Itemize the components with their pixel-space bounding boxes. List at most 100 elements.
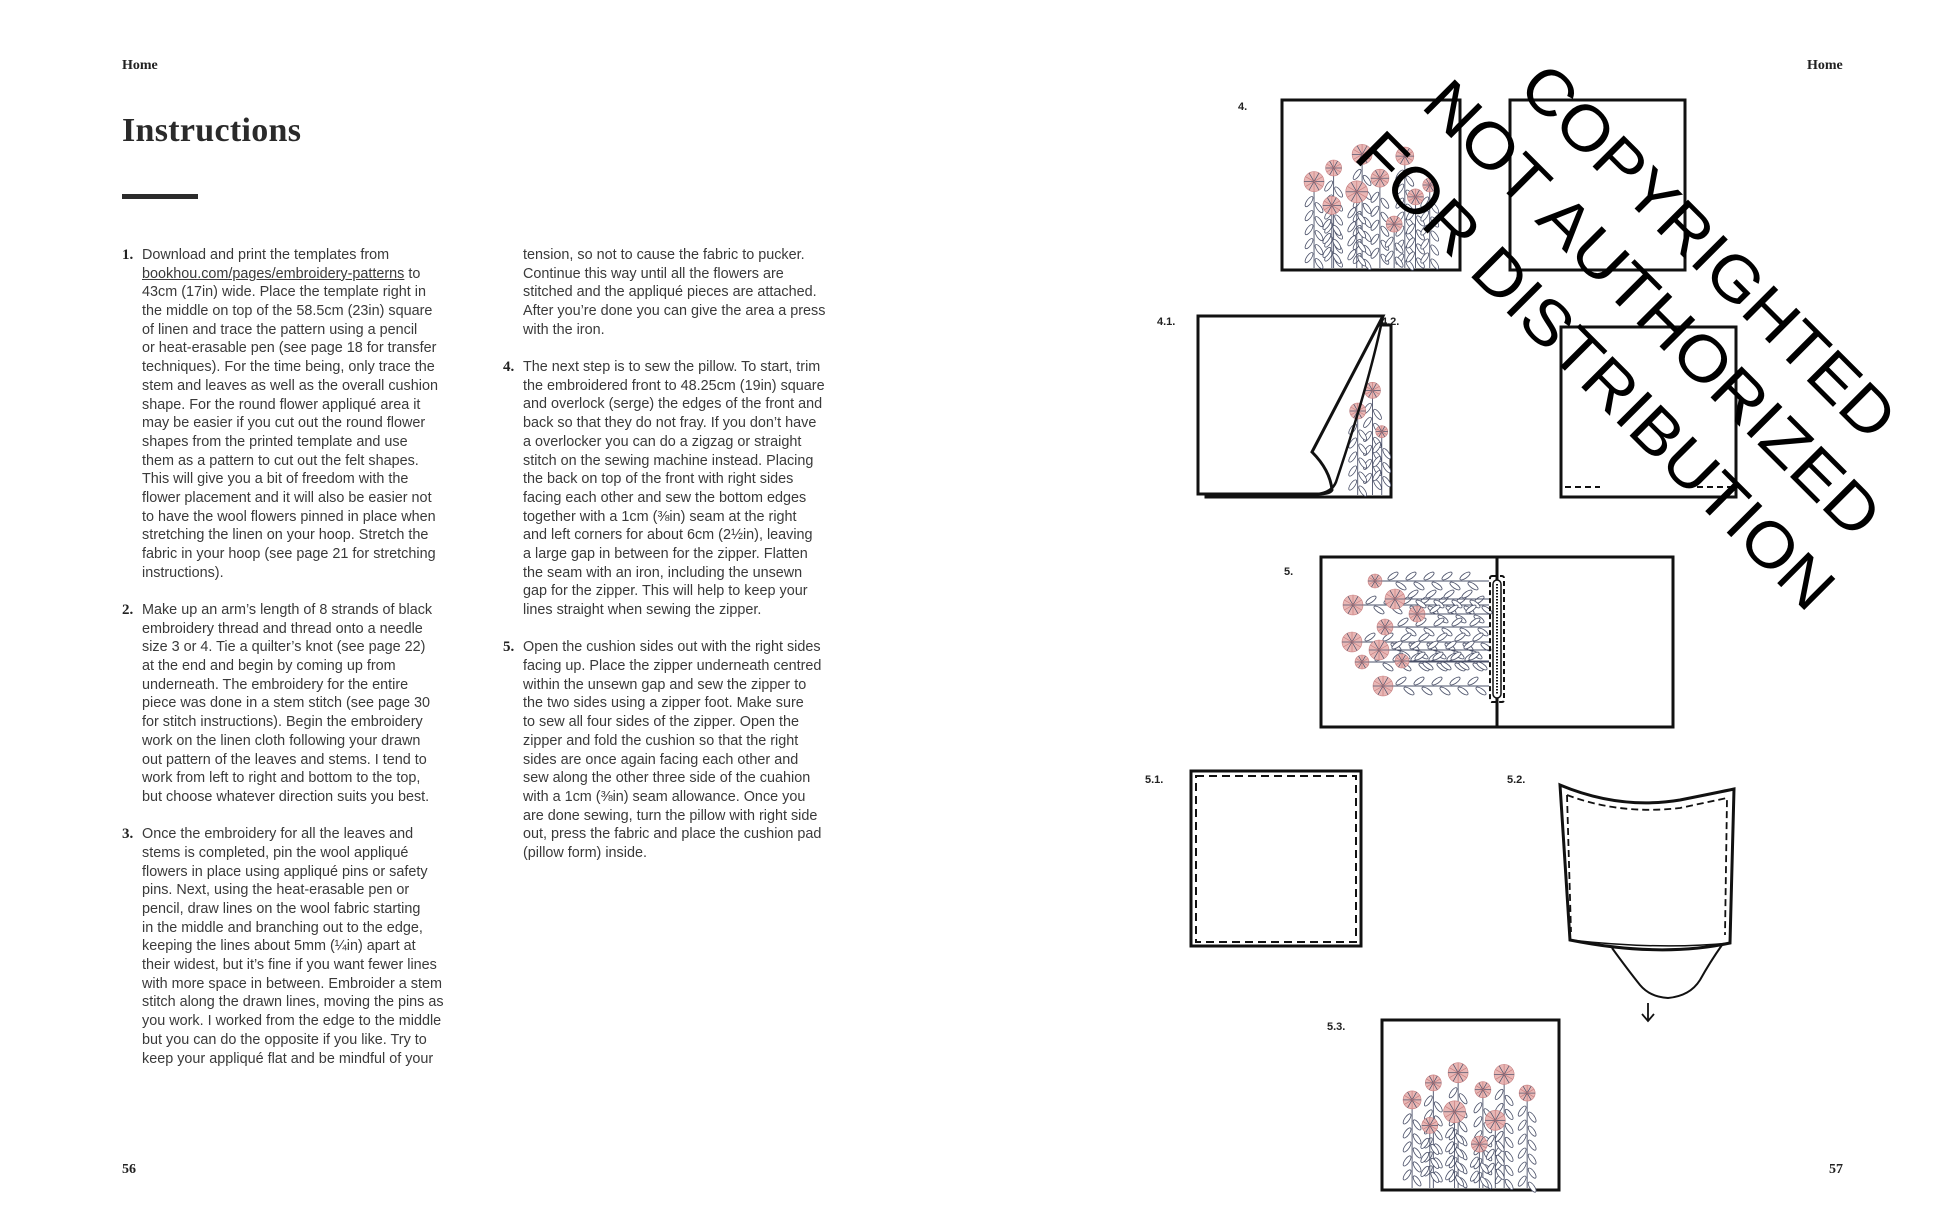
leaf: [1314, 258, 1324, 270]
running-head-right: Home: [1807, 58, 1843, 73]
step-text-line: out pattern of the leaves and stems. I t…: [142, 751, 427, 768]
arrow-down-icon: [1641, 1003, 1655, 1023]
leaf: [1430, 1157, 1440, 1169]
step-number: 4.: [503, 359, 515, 376]
flower-applique: [1376, 618, 1394, 636]
leaf: [1434, 1101, 1443, 1113]
step-text-line: a large gap in between for the zipper. F…: [523, 545, 808, 562]
leaf: [1412, 1161, 1422, 1173]
leaf: [1334, 186, 1343, 198]
leaf: [1391, 640, 1403, 650]
step-text-line: This will give you a bit of freedom with…: [142, 471, 409, 488]
figure-label-4-1: 4.1.: [1157, 316, 1175, 328]
leaf: [1439, 686, 1451, 696]
leaf: [1430, 202, 1440, 214]
leaf: [1420, 1165, 1430, 1177]
leaf: [1495, 1168, 1505, 1180]
leaf: [1332, 252, 1342, 264]
leaf: [1380, 197, 1390, 209]
leaf: [1430, 230, 1440, 242]
page-number-left: 56: [122, 1162, 136, 1177]
step-text-line: embroidery thread and thread onto a need…: [142, 620, 423, 637]
leaf: [1433, 617, 1445, 627]
leaf: [1412, 1119, 1422, 1131]
leaf: [1443, 589, 1455, 599]
leaf: [1365, 595, 1377, 605]
step-text-line: facing up. Place the zipper underneath c…: [523, 658, 822, 675]
figure-label-4: 4.: [1238, 101, 1247, 113]
step-text-line: lines straight when sewing the zipper.: [523, 602, 762, 619]
leaf: [1449, 581, 1461, 591]
leaf: [1517, 1175, 1527, 1187]
templates-link[interactable]: bookhou.com/pages/embroidery-patterns: [142, 265, 405, 282]
leaf: [1504, 1122, 1514, 1134]
leaf: [1322, 246, 1332, 258]
leaf: [1314, 216, 1324, 228]
leaf: [1461, 589, 1473, 599]
step-text-line: sew along the other three side of the cu…: [523, 770, 811, 787]
step-text-line: instructions).: [142, 564, 224, 581]
leaf: [1406, 237, 1415, 249]
leaf: [1304, 210, 1314, 222]
flower-applique: [1471, 1135, 1488, 1153]
leaf: [1348, 479, 1358, 491]
leaf: [1480, 1176, 1489, 1188]
leaf: [1406, 251, 1415, 263]
leaf: [1467, 581, 1479, 591]
leaf: [1324, 180, 1333, 192]
flower-applique: [1447, 1062, 1469, 1083]
leaf: [1372, 442, 1382, 454]
leaf: [1455, 1175, 1464, 1187]
step-text-line: underneath. The embroidery for the entir…: [142, 676, 409, 693]
leaf: [1425, 589, 1437, 599]
step-text-line: their widest, but it’s fine if you want …: [142, 957, 437, 974]
step-text-line: you work. I worked from the edge to the …: [142, 1013, 442, 1030]
leaf: [1370, 219, 1380, 231]
leaf: [1364, 632, 1376, 642]
leaf: [1472, 632, 1484, 642]
leaf: [1409, 640, 1421, 650]
figure-4-1-fold-edge: [1317, 315, 1385, 496]
flower-applique: [1370, 168, 1390, 188]
leaf: [1394, 242, 1404, 254]
figure-4-embroidered-front: [1280, 98, 1462, 272]
leaf: [1362, 202, 1372, 214]
flower-applique: [1395, 146, 1415, 166]
flower-applique: [1372, 675, 1394, 697]
step-text-fragment: to: [404, 265, 421, 282]
flower-applique: [1421, 1117, 1439, 1134]
leaf: [1527, 1181, 1537, 1193]
figure-4-back-piece: [1508, 98, 1687, 272]
step-text-line: but you can do the opposite if you like.…: [142, 1031, 427, 1048]
flower-applique: [1384, 588, 1406, 610]
leaf: [1475, 686, 1487, 696]
step-text-line: zipper and fold the cushion so that the …: [523, 732, 799, 749]
step-text-line: facing each other and sew the bottom edg…: [523, 489, 807, 506]
title-rule: [122, 194, 198, 199]
figure-label-5-1: 5.1.: [1145, 774, 1163, 786]
leaf: [1402, 1127, 1412, 1139]
flower-applique: [1341, 631, 1363, 653]
leaf: [1517, 1161, 1527, 1173]
leaf: [1402, 1169, 1412, 1181]
leaf: [1362, 174, 1372, 186]
instruction-step: 3. Once the embroidery for all the leaves…: [122, 825, 482, 1068]
step-text-line: for stitch instructions). Begin the embr…: [142, 714, 423, 731]
leaf: [1382, 448, 1392, 460]
step-text-line: together with a 1cm (⅜in) seam at the ri…: [523, 508, 797, 525]
leaf: [1412, 1147, 1422, 1159]
leaf: [1430, 258, 1440, 270]
step-text-line: piece was done in a stem stitch (see pag…: [142, 695, 430, 712]
figure-5-3-finished-cushion: [1380, 1018, 1561, 1193]
leaf: [1397, 617, 1409, 627]
step-text-line: stems is completed, pin the wool appliqu…: [142, 844, 409, 861]
leaf: [1405, 571, 1417, 581]
figure-label-5-3: 5.3.: [1327, 1021, 1345, 1033]
leaf: [1322, 232, 1332, 244]
leaf: [1395, 197, 1405, 209]
leaf: [1451, 617, 1463, 627]
step-text-line: stretching the linen on your hoop. Stret…: [142, 527, 429, 544]
leaf: [1527, 1139, 1537, 1151]
leaf: [1454, 632, 1466, 642]
